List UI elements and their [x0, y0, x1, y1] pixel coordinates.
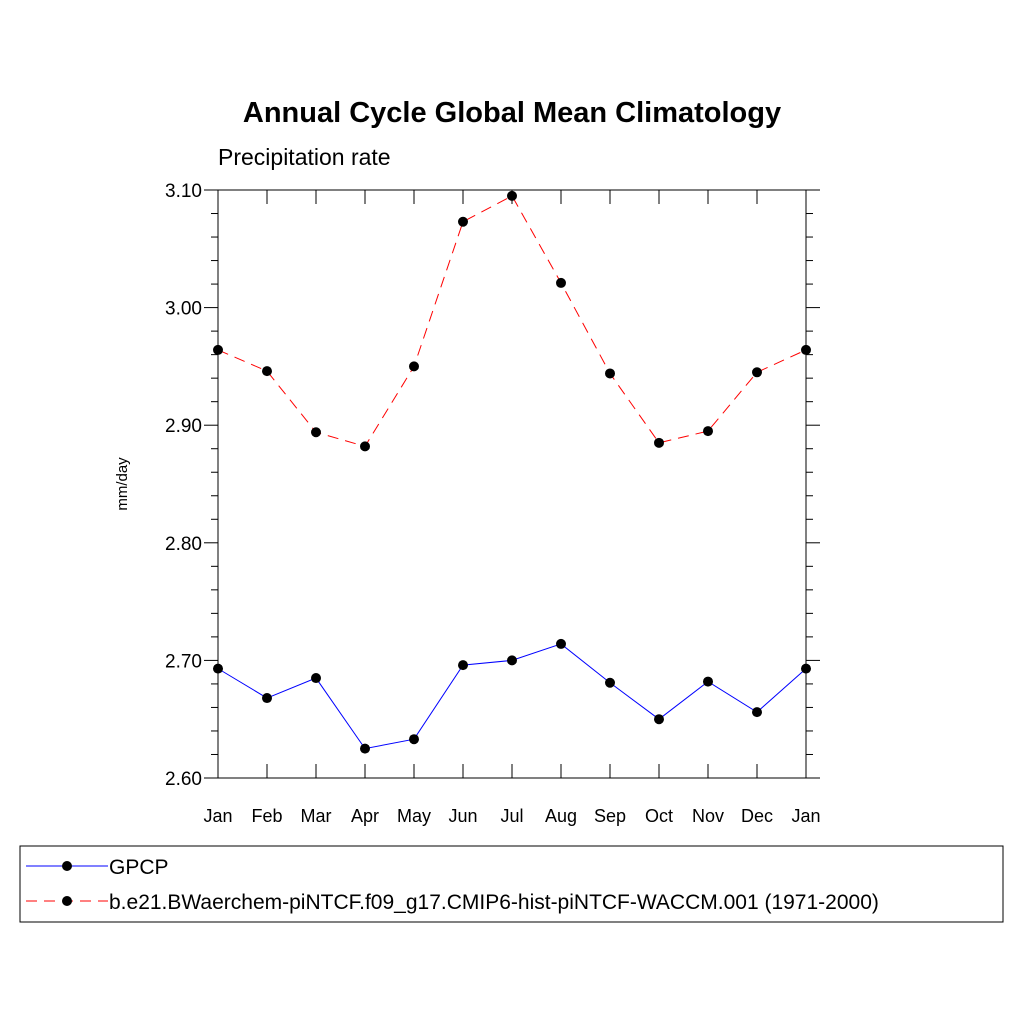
x-tick-label: Jan: [203, 806, 232, 826]
series-0-point: [752, 707, 762, 718]
y-tick-label: 2.70: [165, 651, 202, 672]
x-tick-label: Feb: [251, 806, 282, 826]
y-tick-label: 2.90: [165, 416, 202, 437]
series-1-point: [556, 277, 566, 288]
x-tick-label: Oct: [645, 806, 673, 826]
plot-area: 2.60 2.70 2.80 2.90 3.00 3.10 Jan Feb Mar Apr May J…: [165, 181, 821, 826]
series-1-point: [703, 426, 713, 437]
series-0-point: [703, 676, 713, 687]
series-1-point: [752, 367, 762, 378]
series-0-point: [605, 677, 615, 688]
series-0-point: [213, 663, 223, 674]
y-tick-label: 3.10: [165, 181, 202, 202]
legend-label-gpcp: GPCP: [109, 856, 169, 879]
x-tick-label: Apr: [351, 806, 379, 826]
series-1-point: [605, 368, 615, 379]
legend-entry-model: b.e21.BWaerchem-piNTCF.f09_g17.CMIP6-his…: [26, 891, 879, 914]
series-1-point: [654, 437, 664, 448]
series-1-point: [262, 366, 272, 377]
x-tick-label: Mar: [301, 806, 332, 826]
y-tick-label: 3.00: [165, 299, 202, 320]
series-0-point: [311, 673, 321, 684]
legend-label-model: b.e21.BWaerchem-piNTCF.f09_g17.CMIP6-his…: [109, 891, 879, 914]
series-1-point: [507, 190, 517, 201]
series-line-1: [217, 195, 807, 447]
series-1-point: [458, 216, 468, 227]
legend: GPCP b.e21.BWaerchem-piNTCF.f09_g17.CMIP…: [19, 845, 1004, 923]
x-tick-label: Sep: [594, 806, 626, 826]
x-tick-label: Jul: [500, 806, 523, 826]
x-tick-label: Aug: [545, 806, 577, 826]
series-1-point: [213, 344, 223, 355]
legend-box: [19, 845, 1004, 923]
series-1-point: [360, 441, 370, 452]
series-1-point: [311, 427, 321, 438]
series-0-point: [507, 655, 517, 666]
chart-title: Annual Cycle Global Mean Climatology: [243, 97, 781, 129]
legend-marker-gpcp: [62, 861, 72, 871]
x-tick-label: Jan: [791, 806, 820, 826]
x-tick-label: Jun: [448, 806, 477, 826]
series-1-point: [409, 361, 419, 372]
series-0-point: [360, 743, 370, 754]
series-0-point: [262, 693, 272, 704]
series-1-point: [801, 344, 811, 355]
x-tick-label: Nov: [692, 806, 724, 826]
legend-entry-gpcp: GPCP: [26, 856, 169, 879]
legend-marker-model: [62, 896, 72, 906]
series-0-point: [654, 714, 664, 725]
x-tick-label: Dec: [741, 806, 773, 826]
plot-frame: [217, 189, 807, 779]
y-tick-label: 2.80: [165, 534, 202, 555]
chart-subtitle: Precipitation rate: [218, 144, 391, 170]
series-0-point: [801, 663, 811, 674]
series-0-point: [409, 734, 419, 745]
x-tick-label: May: [397, 806, 431, 826]
y-tick-label: 2.60: [165, 769, 202, 790]
series-0-point: [458, 660, 468, 671]
series-0-point: [556, 638, 566, 649]
y-axis-label: mm/day: [114, 457, 131, 511]
